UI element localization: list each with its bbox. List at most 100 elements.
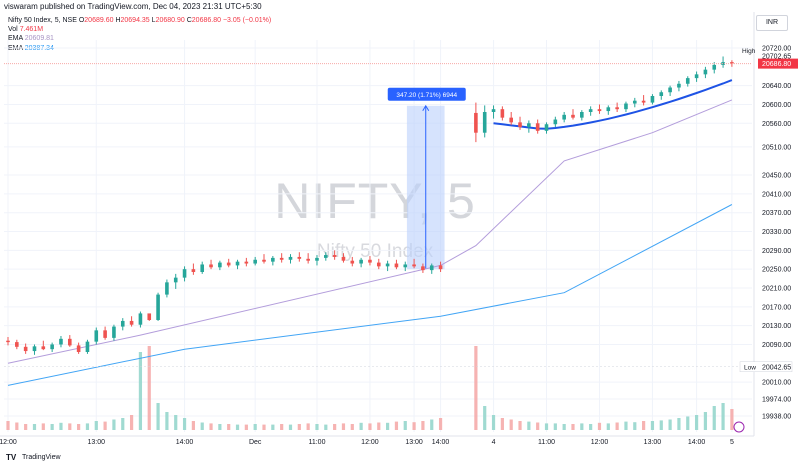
volume-bar: [721, 403, 725, 430]
candle-body: [315, 257, 319, 261]
publish-header: viswaram published on TradingView.com, D…: [0, 0, 800, 14]
volume-bar: [668, 419, 672, 430]
tradingview-logo-icon[interactable]: TV: [6, 453, 17, 462]
volume-bar: [694, 415, 699, 430]
volume-bar: [218, 424, 222, 430]
tradingview-brand[interactable]: TradingView: [22, 454, 61, 461]
volume-bar: [244, 424, 248, 430]
candle-body: [103, 330, 107, 338]
candle-body: [209, 264, 213, 268]
time-tick-label: 5: [730, 439, 734, 446]
candle-body: [218, 262, 222, 268]
price-tick-label: 20600.00: [762, 102, 791, 109]
price-tick-label: 20090.00: [762, 342, 791, 349]
legend-vol-row[interactable]: Vol 7.461M: [8, 25, 271, 34]
candle-body: [6, 340, 10, 343]
time-tick-label: 12:00: [0, 439, 17, 446]
ema2-line: [7, 204, 733, 386]
candle-body: [685, 78, 690, 84]
volume-bar: [341, 423, 346, 430]
candle-body: [129, 320, 134, 325]
candle-body: [535, 123, 540, 131]
candle-body: [253, 259, 257, 264]
low-label: L: [151, 17, 156, 24]
price-tick-label: 20720.00: [762, 46, 791, 53]
volume-bar: [624, 421, 628, 430]
time-tick-label: 13:00: [88, 439, 106, 446]
volume-bar: [15, 422, 19, 430]
high-value: 20702.65: [762, 54, 791, 61]
volume-bar: [262, 424, 266, 430]
close-value: 20686.80: [191, 17, 221, 24]
high-label: High: [742, 48, 756, 55]
volume-bar: [288, 424, 293, 430]
price-tick-label: 20250.00: [762, 267, 791, 274]
volume-bar: [527, 421, 531, 430]
last-price-badge: [758, 58, 798, 69]
volume-bar: [138, 352, 143, 430]
volume-bar: [147, 346, 151, 430]
volume-bar: [606, 423, 610, 430]
candle-body: [165, 282, 169, 295]
candle-body: [412, 264, 416, 267]
candle-body: [712, 64, 717, 70]
candle-body: [403, 264, 408, 268]
volume-bar: [580, 423, 584, 430]
candle-body: [94, 330, 99, 342]
legend-ema1-row[interactable]: EMA 20609.81: [8, 34, 271, 43]
candle-body: [279, 257, 284, 260]
volume-bar: [562, 424, 566, 430]
volume-bar: [677, 418, 681, 430]
axes[interactable]: 20720.00 20640.00 20600.00 20560.00 20510.00…: [0, 12, 798, 446]
candle-body: [226, 262, 231, 266]
ema-lines: [7, 79, 733, 386]
measure-tool[interactable]: 347.20 (1.71%) 6944: [387, 87, 466, 270]
candle-body: [200, 264, 205, 272]
price-tick-label: 20010.00: [762, 380, 791, 387]
price-tick-label: 20330.00: [762, 229, 791, 236]
candle-body: [588, 109, 593, 112]
volume-bar: [112, 419, 116, 430]
candle-body: [182, 269, 187, 278]
volume-bar: [597, 422, 602, 430]
price-tick-label: 19974.00: [762, 397, 791, 404]
volume-bars: [6, 346, 734, 430]
legend-ohlc-row: Nifty 50 Index, 5, NSE O20689.60 H20694.…: [8, 16, 271, 25]
measure-label: 347.20 (1.71%) 6944: [396, 92, 457, 99]
low-value: 20042.65: [762, 364, 791, 371]
candle-body: [527, 123, 531, 128]
time-tick-label: 12:00: [591, 439, 609, 446]
candle-body: [288, 256, 293, 260]
volume-bar: [730, 409, 734, 430]
candle-body: [650, 96, 655, 103]
symbol-title[interactable]: Nifty 50 Index, 5, NSE: [8, 17, 77, 24]
candle-body: [15, 342, 19, 347]
candle-body: [632, 100, 637, 104]
candle-body: [421, 266, 425, 271]
candle-body: [721, 62, 725, 65]
volume-bar: [474, 346, 478, 430]
time-tick-label: Dec: [249, 439, 262, 446]
volume-bar: [703, 412, 708, 430]
volume-bar: [386, 422, 390, 430]
volume-bar: [412, 422, 416, 430]
candle-body: [138, 313, 143, 325]
candle-body: [350, 260, 355, 264]
footer: TV TradingView: [0, 450, 800, 466]
candle-body: [474, 112, 478, 133]
time-tick-label: 12:00: [361, 439, 379, 446]
volume-bar: [544, 423, 549, 430]
candle-body: [341, 256, 346, 261]
price-tick-label: 20290.00: [762, 248, 791, 255]
volume-bar: [315, 424, 319, 430]
candle-body: [306, 258, 310, 261]
volume-bar: [421, 421, 425, 430]
candle-body: [359, 259, 363, 264]
candle-body: [376, 262, 381, 267]
volume-bar: [491, 415, 496, 430]
volume-bar: [227, 424, 231, 430]
volume-bar: [280, 424, 284, 430]
candle-body: [173, 277, 178, 283]
currency-button[interactable]: INR: [756, 15, 788, 31]
